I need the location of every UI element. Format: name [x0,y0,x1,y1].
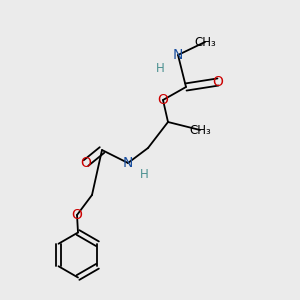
Text: CH₃: CH₃ [189,124,211,136]
Text: O: O [158,93,168,107]
Text: CH₃: CH₃ [194,35,216,49]
Text: H: H [140,169,148,182]
Text: N: N [123,156,133,170]
Text: H: H [156,61,164,74]
Text: O: O [72,208,83,222]
Text: O: O [213,75,224,89]
Text: O: O [81,156,92,170]
Text: N: N [173,48,183,62]
